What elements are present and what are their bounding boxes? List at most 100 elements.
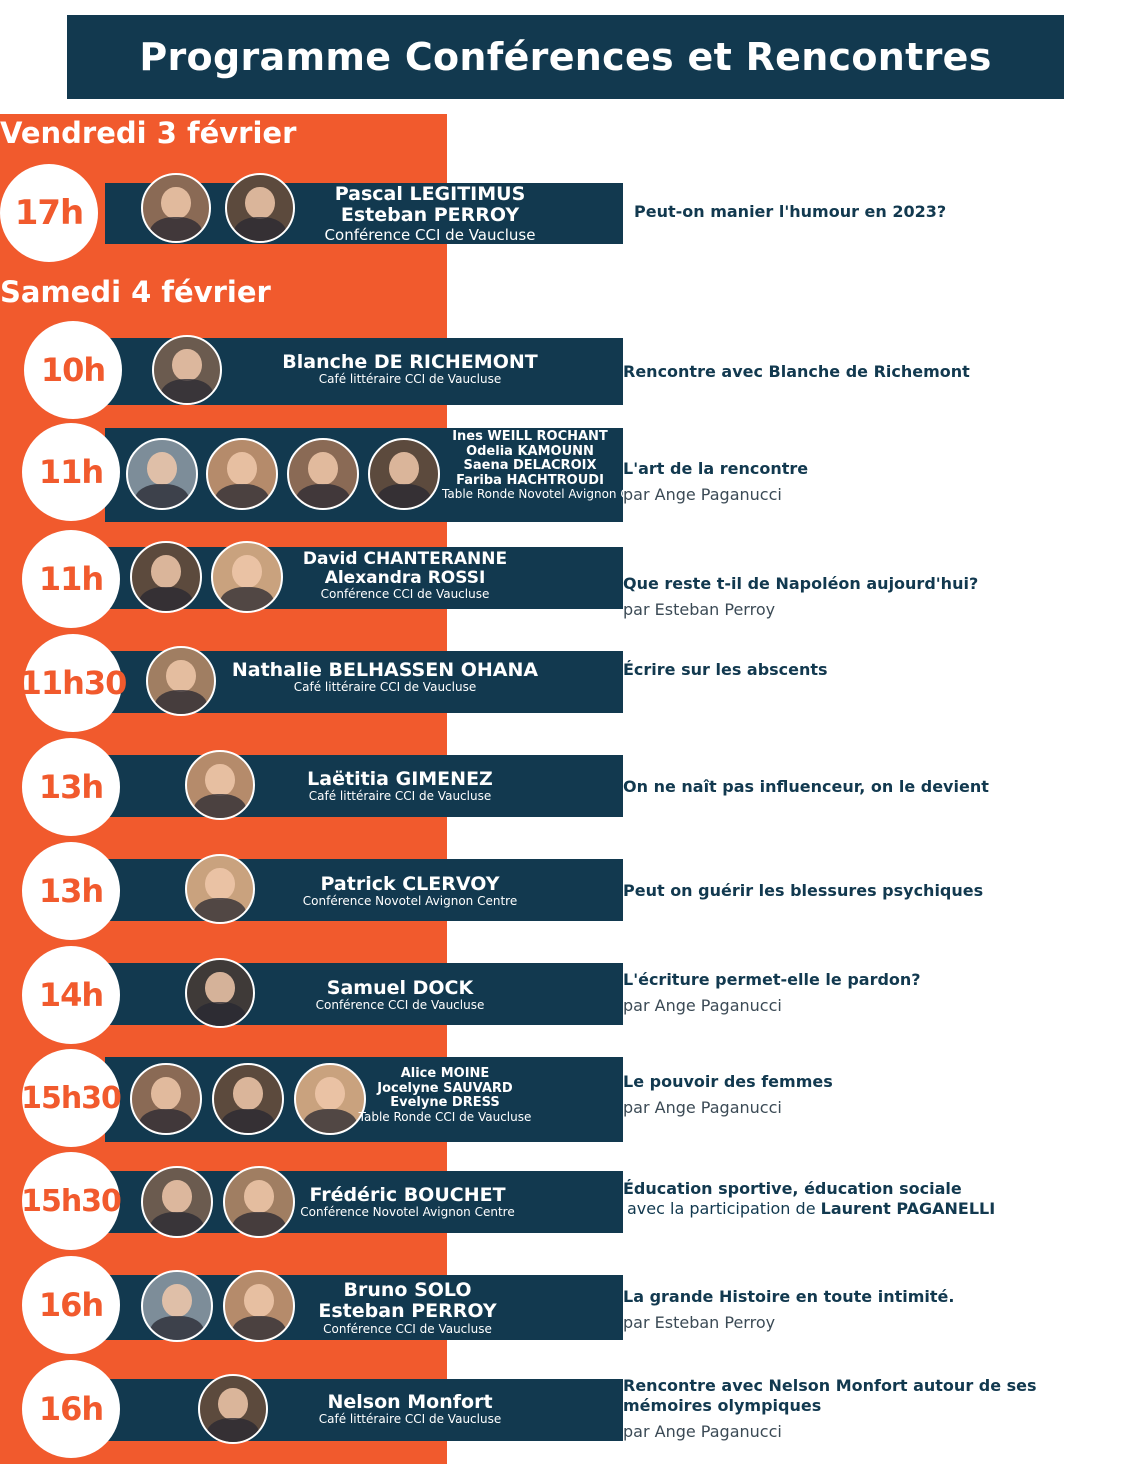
time-badge: 13h (22, 842, 120, 940)
venue-label: Conférence Novotel Avignon Centre (300, 1205, 515, 1220)
speaker-photo (212, 1063, 284, 1135)
speaker-block: Alice MOINE Jocelyne SAUVARD Evelyne DRESS… (345, 1066, 545, 1124)
topic-title: La grande Histoire en toute intimité. (623, 1287, 955, 1306)
speaker-block: Nelson Monfort Café littéraire CCI de Vau… (295, 1391, 525, 1427)
face-shape (205, 867, 235, 900)
participation-name: Laurent PAGANELLI (820, 1199, 996, 1218)
face-shape (166, 659, 196, 692)
speaker-photo (211, 541, 283, 613)
speaker-photo (225, 173, 295, 243)
speaker-photo (368, 438, 440, 510)
venue-label: Table Ronde Novotel Avignon Centre (442, 487, 661, 502)
face-shape (161, 186, 191, 219)
topic-block: Peut-on manier l'humour en 2023? (634, 202, 1064, 222)
body-shape (154, 690, 208, 714)
topic-block: Le pouvoir des femmes par Ange Paganucci (623, 1072, 1053, 1118)
speaker-photo (146, 646, 216, 716)
venue-label: Conférence CCI de Vaucluse (320, 587, 490, 602)
face-shape (315, 1077, 345, 1110)
speaker-name: Laëtitia GIMENEZ (307, 768, 493, 790)
topic-block: Peut on guérir les blessures psychiques (623, 881, 1053, 901)
event-bar (105, 1379, 623, 1441)
venue-label: Café littéraire CCI de Vaucluse (293, 680, 477, 695)
topic-title: Que reste t-il de Napoléon aujourd'hui? (623, 574, 979, 593)
speaker-name: Esteban PERROY (318, 1300, 497, 1323)
speaker-name: Samuel DOCK (326, 977, 474, 999)
speaker-name: Odelia KAMOUNN (466, 443, 594, 459)
venue-label: Conférence CCI de Vaucluse (323, 1321, 492, 1336)
speaker-name: David CHANTERANNE (302, 549, 508, 569)
speaker-photo (185, 750, 255, 820)
face-shape (151, 1077, 181, 1110)
speaker-name: Nelson Monfort (327, 1391, 493, 1413)
speaker-photo (130, 1063, 202, 1135)
face-shape (205, 763, 235, 796)
day-heading-friday: Vendredi 3 février (0, 116, 297, 150)
topic-title: On ne naît pas influenceur, on le devien… (623, 777, 989, 796)
time-badge: 10h (24, 321, 122, 419)
speaker-block: Bruno SOLO Esteban PERROY Conférence CCI d… (310, 1279, 505, 1336)
body-shape (231, 1211, 287, 1236)
topic-block: La grande Histoire en toute intimité. par… (623, 1287, 1053, 1333)
participation-prefix: avec la participation de (627, 1199, 816, 1218)
body-shape (302, 1108, 358, 1133)
speaker-name: Evelyne DRESS (390, 1095, 500, 1111)
topic-block: Rencontre avec Blanche de Richemont (623, 362, 1053, 382)
speaker-block: Patrick CLERVOY Conférence Novotel Avigno… (280, 873, 540, 909)
speaker-name: Ines WEILL ROCHANT (452, 429, 608, 444)
topic-moderator: par Ange Paganucci (623, 1098, 782, 1117)
speaker-block: Blanche DE RICHEMONT Café littéraire CCI … (250, 351, 570, 387)
face-shape (162, 1284, 192, 1317)
speaker-photo (141, 173, 211, 243)
body-shape (160, 379, 214, 403)
body-shape (231, 1315, 287, 1340)
venue-label: Café littéraire CCI de Vaucluse (308, 789, 492, 804)
body-shape (134, 483, 190, 508)
venue-label: Conférence Novotel Avignon Centre (302, 894, 518, 909)
speaker-block: Laëtitia GIMENEZ Café littéraire CCI de V… (280, 768, 520, 804)
page-header: Programme Conférences et Rencontres (67, 15, 1064, 99)
speaker-photo (141, 1270, 213, 1342)
face-shape (205, 971, 235, 1004)
topic-participation: avec la participation de Laurent PAGANEL… (623, 1199, 1053, 1219)
speaker-name: Saena DELACROIX (463, 458, 597, 474)
venue-label: Café littéraire CCI de Vaucluse (318, 1412, 502, 1427)
face-shape (147, 452, 177, 485)
speaker-block: Frédéric BOUCHET Conférence Novotel Avign… (300, 1184, 515, 1220)
speaker-name: Pascal LEGITIMUS (334, 183, 526, 205)
speaker-block: Ines WEILL ROCHANT Odelia KAMOUNN Saena DE… (442, 429, 661, 502)
body-shape (220, 1108, 276, 1133)
speaker-photo (287, 438, 359, 510)
face-shape (151, 555, 181, 588)
speaker-block: Samuel DOCK Conférence CCI de Vaucluse (280, 977, 520, 1013)
face-shape (227, 452, 257, 485)
topic-title: Le pouvoir des femmes (623, 1072, 833, 1091)
topic-title: Peut on guérir les blessures psychiques (623, 881, 984, 900)
face-shape (233, 1077, 263, 1110)
speaker-block: David CHANTERANNE Alexandra ROSSI Conféren… (290, 549, 520, 602)
venue-label: Conférence CCI de Vaucluse (324, 225, 536, 244)
speaker-name: Frédéric BOUCHET (309, 1184, 506, 1206)
body-shape (149, 1315, 205, 1340)
topic-title: L'écriture permet-elle le pardon? (623, 970, 921, 989)
speaker-photo (126, 438, 198, 510)
body-shape (219, 586, 275, 611)
time-badge: 16h (22, 1256, 120, 1354)
body-shape (295, 483, 351, 508)
speaker-photo (185, 958, 255, 1028)
topic-moderator: par Esteban Perroy (623, 600, 776, 619)
face-shape (162, 1180, 192, 1213)
speaker-name: Nathalie BELHASSEN OHANA (231, 659, 539, 681)
topic-block: Éducation sportive, éducation sociale ave… (623, 1179, 1053, 1219)
body-shape (214, 483, 270, 508)
topic-block: Écrire sur les abscents (623, 660, 1053, 680)
time-badge: 17h (0, 164, 98, 262)
day-heading-saturday: Samedi 4 février (0, 275, 271, 309)
topic-moderator: par Ange Paganucci (623, 1422, 782, 1441)
face-shape (218, 1387, 248, 1420)
speaker-name: Esteban PERROY (340, 204, 520, 227)
body-shape (193, 794, 247, 818)
time-badge: 14h (22, 946, 120, 1044)
time-badge: 11h30 (20, 634, 127, 732)
face-shape (389, 452, 419, 485)
